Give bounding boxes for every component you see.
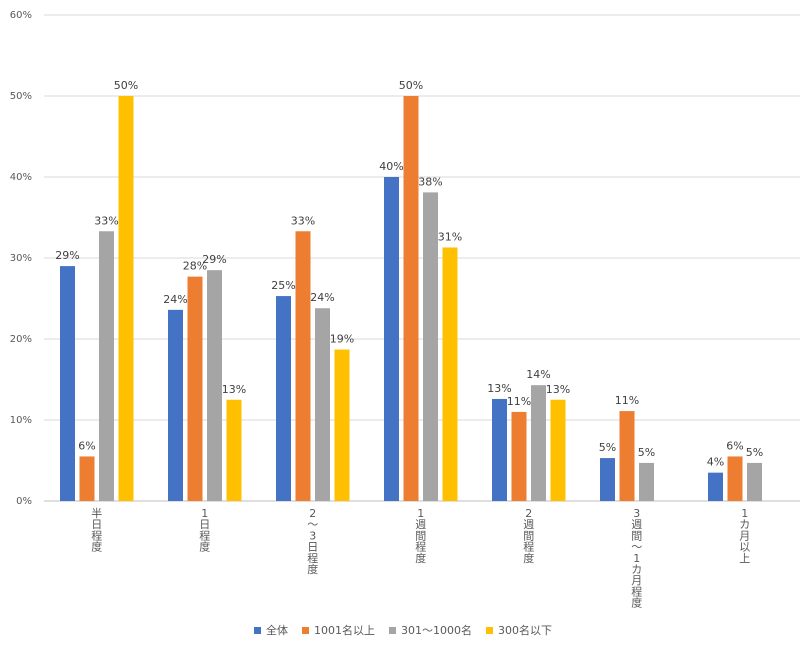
bar (747, 462, 762, 501)
bar (295, 231, 311, 501)
bar (531, 385, 546, 501)
data-label: 6% (78, 439, 95, 452)
legend-item-1001-plus: 1001名以上 (302, 622, 375, 638)
bar (619, 411, 635, 501)
bar (226, 399, 242, 501)
bar (79, 456, 95, 501)
data-label: 19% (330, 333, 354, 346)
legend-label: 301〜1000名 (401, 624, 472, 637)
legend-swatch (389, 626, 396, 634)
data-label: 40% (379, 160, 403, 173)
legend-label: 全体 (266, 624, 288, 637)
data-label: 11% (507, 395, 531, 408)
data-label: 4% (707, 456, 724, 469)
category-label: 1 日程度 (199, 507, 210, 554)
legend-item-zentai: 全体 (254, 622, 288, 638)
category-label: 2 週間程度 (523, 507, 534, 565)
data-label: 28% (183, 260, 207, 273)
category-label: 半日程度 (91, 506, 102, 554)
data-label: 5% (599, 441, 616, 454)
legend-swatch (254, 626, 261, 634)
data-label: 33% (291, 214, 315, 227)
bar (118, 96, 134, 501)
legend-label: 300名以下 (498, 624, 552, 637)
legend-swatch (302, 626, 309, 634)
category-label: 2 〜 3 日程度 (307, 507, 318, 576)
category-label: 1 週間程度 (415, 507, 426, 565)
data-label: 38% (418, 175, 442, 188)
bar (511, 411, 527, 501)
bar (384, 177, 399, 501)
y-tick-label: 50% (10, 91, 32, 102)
data-label: 13% (222, 383, 246, 396)
legend-swatch (486, 626, 493, 634)
bar (334, 349, 350, 501)
category-label: 1 カ月以上 (739, 507, 750, 565)
bar (403, 96, 419, 501)
bar (550, 399, 566, 501)
bar (187, 276, 203, 501)
data-label: 50% (114, 79, 138, 92)
y-tick-label: 10% (10, 415, 32, 426)
legend-item-300-below: 300名以下 (486, 622, 552, 638)
bar (492, 398, 507, 501)
y-tick-label: 60% (10, 10, 32, 21)
data-label: 5% (746, 446, 763, 459)
bar (60, 266, 75, 501)
data-label: 14% (526, 368, 550, 381)
bar (276, 296, 291, 501)
y-tick-label: 40% (10, 172, 32, 183)
category-label: 3 週間〜 1 カ月程度 (631, 507, 642, 610)
bar (315, 308, 330, 501)
bar (168, 309, 183, 501)
bar (708, 472, 723, 501)
y-tick-label: 20% (10, 334, 32, 345)
data-label: 5% (638, 446, 655, 459)
data-label: 24% (310, 291, 334, 304)
data-label: 31% (438, 230, 462, 243)
y-tick-label: 0% (16, 496, 32, 507)
bar (727, 456, 743, 501)
data-label: 13% (487, 382, 511, 395)
data-label: 29% (55, 249, 79, 262)
data-label: 33% (94, 214, 118, 227)
legend: 全体 1001名以上 301〜1000名 300名以下 (0, 622, 806, 638)
bar (600, 458, 615, 501)
bar (423, 192, 438, 501)
bar (207, 270, 222, 501)
data-label: 25% (271, 279, 295, 292)
data-label: 50% (399, 79, 423, 92)
data-label: 29% (202, 253, 226, 266)
bar (639, 462, 654, 501)
data-label: 11% (615, 394, 639, 407)
bar (442, 247, 458, 501)
data-label: 24% (163, 293, 187, 306)
bar (99, 231, 114, 501)
data-label: 6% (726, 439, 743, 452)
data-label: 13% (546, 383, 570, 396)
legend-item-301-1000: 301〜1000名 (389, 622, 472, 638)
y-tick-label: 30% (10, 253, 32, 264)
legend-label: 1001名以上 (314, 624, 375, 637)
